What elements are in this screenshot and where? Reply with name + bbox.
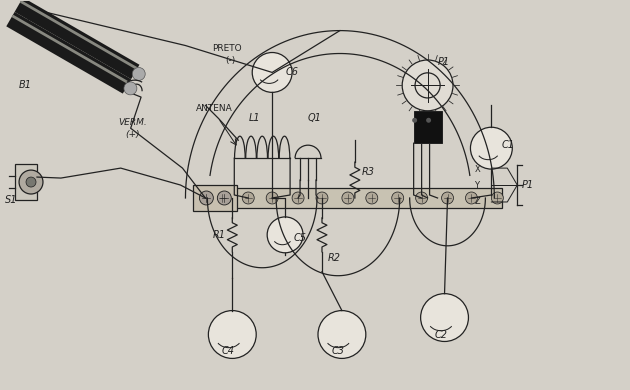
Text: PRETO: PRETO <box>212 44 242 53</box>
Text: Y: Y <box>474 181 479 190</box>
Text: (-): (-) <box>226 56 236 65</box>
Circle shape <box>426 118 431 123</box>
Circle shape <box>442 192 454 204</box>
Text: R1: R1 <box>212 230 226 240</box>
Circle shape <box>366 192 378 204</box>
Text: VERM.: VERM. <box>118 118 147 127</box>
Circle shape <box>216 192 228 204</box>
Bar <box>193 185 238 211</box>
Circle shape <box>412 118 417 123</box>
Circle shape <box>491 192 503 204</box>
Text: C4: C4 <box>222 346 235 356</box>
Circle shape <box>318 310 366 358</box>
Text: C6: C6 <box>285 67 298 78</box>
Circle shape <box>26 177 36 187</box>
Circle shape <box>267 217 303 253</box>
Circle shape <box>466 192 478 204</box>
Text: Z: Z <box>474 197 480 206</box>
Circle shape <box>124 82 137 95</box>
Circle shape <box>200 191 214 205</box>
Circle shape <box>132 67 145 80</box>
Text: C3: C3 <box>331 346 345 356</box>
Text: P1: P1 <box>438 57 450 67</box>
Text: P1: P1 <box>521 180 534 190</box>
Circle shape <box>252 53 292 92</box>
Text: Q1: Q1 <box>308 113 322 123</box>
Text: R3: R3 <box>362 167 375 177</box>
Text: R2: R2 <box>328 253 341 263</box>
Bar <box>15 164 37 200</box>
Text: ANTENA: ANTENA <box>195 104 232 113</box>
Circle shape <box>392 192 404 204</box>
Circle shape <box>402 60 453 111</box>
Text: C1: C1 <box>501 140 514 150</box>
Circle shape <box>342 192 354 204</box>
Circle shape <box>421 294 469 342</box>
Text: C2: C2 <box>435 330 448 340</box>
Circle shape <box>316 192 328 204</box>
Text: X: X <box>474 165 480 174</box>
Bar <box>205 188 502 208</box>
Circle shape <box>19 170 43 194</box>
Circle shape <box>416 192 428 204</box>
Text: S1: S1 <box>5 195 18 205</box>
Text: L1: L1 <box>248 113 260 123</box>
Circle shape <box>217 191 231 205</box>
Circle shape <box>209 310 256 358</box>
Circle shape <box>243 192 255 204</box>
Text: C5: C5 <box>294 233 307 243</box>
Circle shape <box>471 127 512 169</box>
Bar <box>414 111 442 143</box>
Text: (+): (+) <box>125 130 140 139</box>
Circle shape <box>266 192 278 204</box>
Text: B1: B1 <box>19 80 32 90</box>
Circle shape <box>292 192 304 204</box>
